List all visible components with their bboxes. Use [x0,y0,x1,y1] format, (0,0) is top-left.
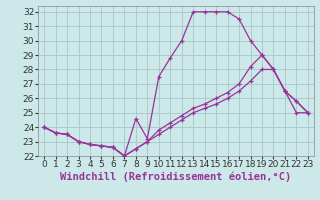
X-axis label: Windchill (Refroidissement éolien,°C): Windchill (Refroidissement éolien,°C) [60,172,292,182]
